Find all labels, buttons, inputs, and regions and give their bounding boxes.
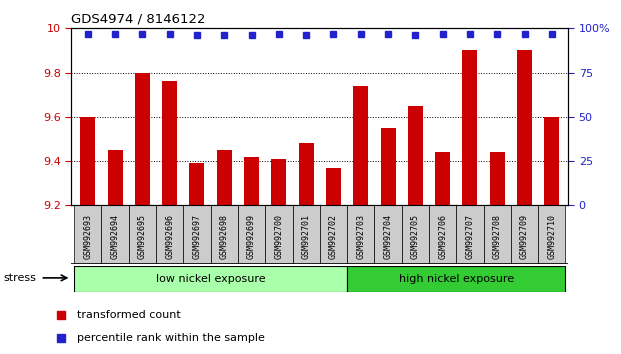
Text: GSM992695: GSM992695 — [138, 214, 147, 259]
Text: low nickel exposure: low nickel exposure — [156, 274, 265, 284]
Text: transformed count: transformed count — [77, 310, 181, 320]
Text: GSM992694: GSM992694 — [111, 214, 120, 259]
Text: GSM992699: GSM992699 — [247, 214, 256, 259]
Bar — [511, 205, 538, 264]
Bar — [265, 205, 292, 264]
Bar — [183, 205, 211, 264]
Bar — [538, 205, 566, 264]
Bar — [101, 205, 129, 264]
Text: percentile rank within the sample: percentile rank within the sample — [77, 333, 265, 343]
Bar — [189, 163, 204, 205]
Text: GSM992707: GSM992707 — [466, 214, 474, 259]
Bar — [74, 205, 101, 264]
Bar — [456, 205, 484, 264]
Text: GSM992700: GSM992700 — [274, 214, 283, 259]
Bar — [162, 81, 177, 205]
Bar — [80, 117, 95, 205]
Bar — [211, 205, 238, 264]
Text: GSM992701: GSM992701 — [302, 214, 310, 259]
Bar — [408, 106, 423, 205]
Bar — [135, 73, 150, 205]
Bar — [217, 150, 232, 205]
Bar — [244, 156, 259, 205]
Bar — [347, 205, 374, 264]
Text: GSM992693: GSM992693 — [83, 214, 93, 259]
Text: stress: stress — [3, 273, 36, 283]
Bar — [429, 205, 456, 264]
Text: GSM992704: GSM992704 — [384, 214, 392, 259]
Bar — [545, 117, 560, 205]
Bar — [238, 205, 265, 264]
Text: GSM992702: GSM992702 — [329, 214, 338, 259]
Text: GSM992703: GSM992703 — [356, 214, 365, 259]
Bar — [107, 150, 122, 205]
Text: GDS4974 / 8146122: GDS4974 / 8146122 — [71, 12, 206, 25]
Bar — [374, 205, 402, 264]
Bar — [326, 168, 341, 205]
Bar — [299, 143, 314, 205]
Text: GSM992705: GSM992705 — [411, 214, 420, 259]
Bar — [129, 205, 156, 264]
Bar — [347, 266, 566, 292]
Text: GSM992698: GSM992698 — [220, 214, 229, 259]
Bar — [271, 159, 286, 205]
Bar — [435, 152, 450, 205]
Text: GSM992709: GSM992709 — [520, 214, 529, 259]
Bar — [292, 205, 320, 264]
Bar — [402, 205, 429, 264]
Bar — [74, 266, 347, 292]
Bar — [517, 50, 532, 205]
Bar — [156, 205, 183, 264]
Bar — [353, 86, 368, 205]
Bar — [490, 152, 505, 205]
Text: GSM992706: GSM992706 — [438, 214, 447, 259]
Bar — [484, 205, 511, 264]
Text: GSM992710: GSM992710 — [547, 214, 556, 259]
Text: GSM992696: GSM992696 — [165, 214, 174, 259]
Text: GSM992697: GSM992697 — [193, 214, 201, 259]
Bar — [320, 205, 347, 264]
Bar — [463, 50, 478, 205]
Text: high nickel exposure: high nickel exposure — [399, 274, 514, 284]
Text: GSM992708: GSM992708 — [492, 214, 502, 259]
Bar — [381, 128, 396, 205]
